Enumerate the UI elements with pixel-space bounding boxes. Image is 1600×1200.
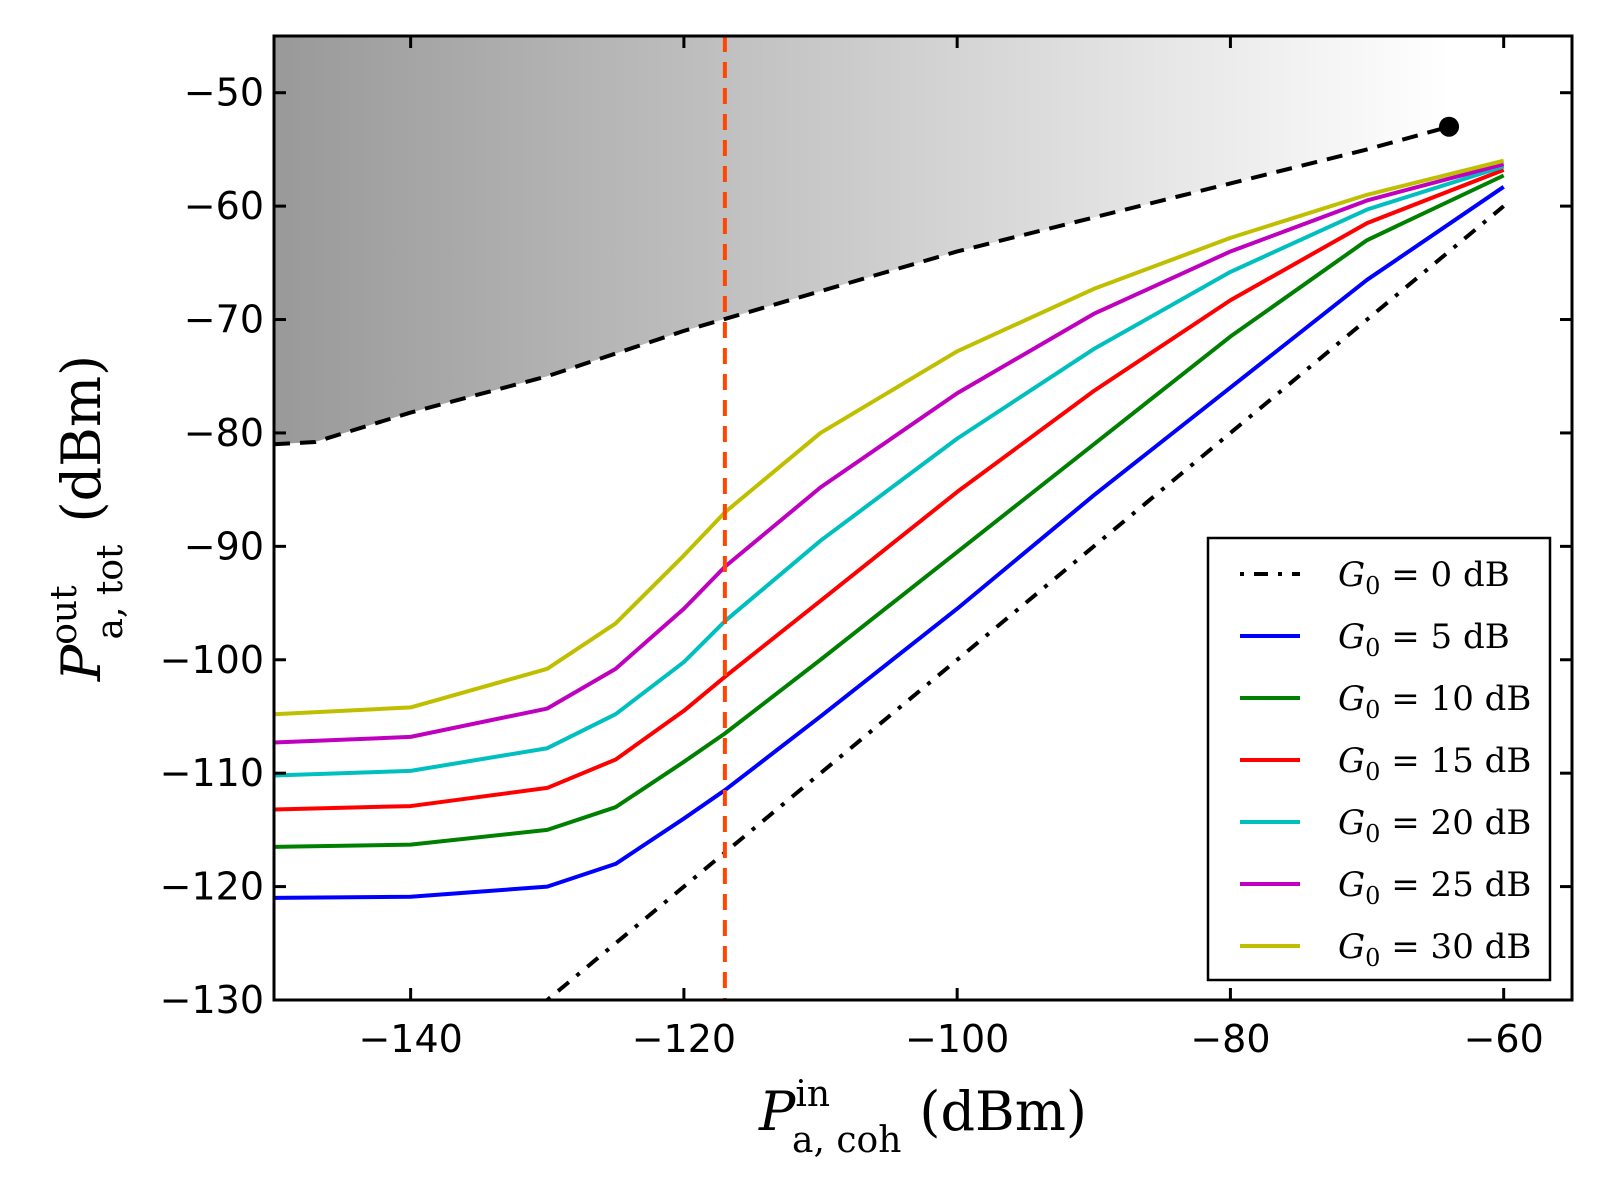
y-axis-label: Pout a, tot(dBm) xyxy=(44,355,131,682)
x-tick-label: −140 xyxy=(358,1017,462,1061)
series-line-gain-20 xyxy=(274,164,1505,778)
end-marker-dot xyxy=(1439,116,1460,137)
x-axis-label: Pin a, coh (dBm) xyxy=(758,1074,1087,1161)
y-tick-label: −80 xyxy=(184,411,264,455)
plot-area xyxy=(274,36,1505,1000)
y-tick-label: −120 xyxy=(160,865,264,909)
axes-frame xyxy=(272,34,1574,1002)
legend-label-gain-5: G0 = 5 dB xyxy=(1338,617,1510,662)
x-tick-label: −80 xyxy=(1190,1017,1270,1061)
axis-labels: Pin a, coh (dBm) Pout a, tot(dBm) xyxy=(44,355,1087,1161)
y-tick-label: −130 xyxy=(160,978,264,1022)
x-tick-label: −120 xyxy=(632,1017,736,1061)
y-axis-label-group: Pout a, tot(dBm) xyxy=(44,355,131,682)
y-tick-label: −110 xyxy=(160,751,264,795)
series-line-gain-5 xyxy=(274,185,1505,900)
series-line-gain-0 xyxy=(545,204,1505,1000)
legend-label-gain-0: G0 = 0 dB xyxy=(1338,555,1510,600)
series-line-gain-15 xyxy=(274,167,1505,812)
series-line-gain-10 xyxy=(274,173,1505,849)
legend-label-gain-20: G0 = 20 dB xyxy=(1338,803,1531,848)
y-tick-label: −90 xyxy=(184,524,264,568)
x-tick-label: −100 xyxy=(905,1017,1009,1061)
legend-label-gain-30: G0 = 30 dB xyxy=(1338,927,1531,972)
legend: G0 = 0 dB G0 = 5 dB G0 = 10 dB G0 = 15 dB G0… xyxy=(1206,536,1552,982)
y-tick-label: −70 xyxy=(184,298,264,342)
axes: −140 −120 −100 −80 −60 −130 −120 −110 −100 −90 −80… xyxy=(160,34,1574,1061)
y-tick-label: −60 xyxy=(184,184,264,228)
shaded-region xyxy=(274,36,1450,445)
y-tick-label: −50 xyxy=(184,71,264,115)
legend-label-gain-15: G0 = 15 dB xyxy=(1338,741,1531,786)
y-tick-label: −100 xyxy=(160,638,264,682)
legend-label-gain-10: G0 = 10 dB xyxy=(1338,679,1531,724)
boundary-line xyxy=(274,124,1450,447)
series-line-gain-25 xyxy=(274,162,1505,745)
legend-label-gain-25: G0 = 25 dB xyxy=(1338,865,1531,910)
series-line-gain-30 xyxy=(274,158,1505,717)
x-tick-label: −60 xyxy=(1464,1017,1544,1061)
